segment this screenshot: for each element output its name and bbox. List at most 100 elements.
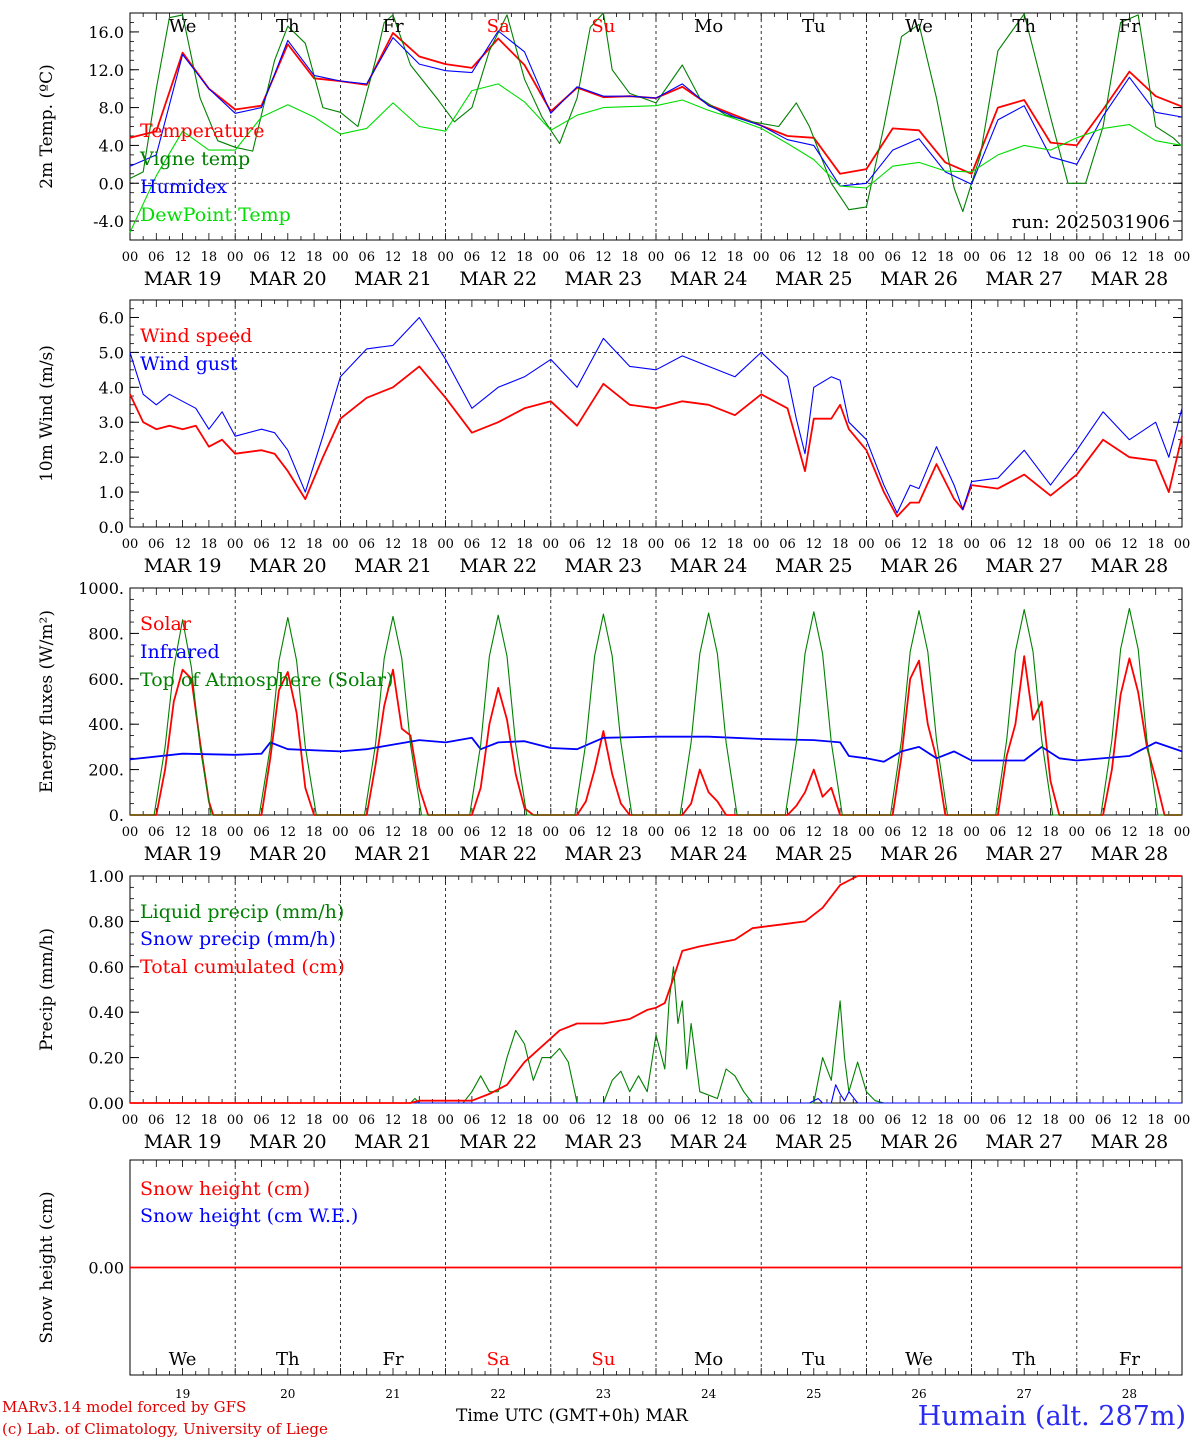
hour-tick-label: 06 <box>358 1113 375 1128</box>
lab-credit: (c) Lab. of Climatology, University of L… <box>2 1420 328 1438</box>
hour-tick-label: 06 <box>674 825 691 840</box>
hour-tick-label: 12 <box>385 825 402 840</box>
series-line <box>129 30 1183 187</box>
weekday-label: Su <box>591 1349 615 1370</box>
hour-tick-label: 18 <box>1147 537 1164 552</box>
hour-tick-label: 06 <box>1095 825 1112 840</box>
hour-tick-label: 18 <box>201 825 218 840</box>
series-line <box>129 83 1183 233</box>
y-axis-label: Precip (mm/h) <box>37 928 57 1051</box>
hour-tick-label: 00 <box>227 537 244 552</box>
hour-tick-label: 18 <box>621 250 638 265</box>
hour-tick-label: 00 <box>437 250 454 265</box>
legend-entry: DewPoint Temp <box>140 204 291 226</box>
hour-tick-label: 00 <box>227 825 244 840</box>
hour-tick-label: 12 <box>595 1113 612 1128</box>
hour-tick-label: 12 <box>490 537 507 552</box>
weekday-label: Mo <box>694 16 723 37</box>
hour-tick-label: 12 <box>1121 825 1138 840</box>
date-label: MAR 21 <box>354 555 432 577</box>
date-label: MAR 25 <box>775 268 853 290</box>
date-label: MAR 25 <box>775 555 853 577</box>
hour-tick-label: 12 <box>280 825 297 840</box>
hour-tick-label: 00 <box>122 250 139 265</box>
y-tick-label: 3.0 <box>99 413 124 432</box>
hour-tick-label: 00 <box>332 537 349 552</box>
date-label: MAR 24 <box>670 555 748 577</box>
hour-tick-label: 00 <box>963 825 980 840</box>
hour-tick-label: 00 <box>122 537 139 552</box>
hour-tick-label: 18 <box>1042 537 1059 552</box>
hour-tick-label: 18 <box>937 825 954 840</box>
hour-tick-label: 18 <box>621 537 638 552</box>
hour-tick-label: 18 <box>832 1113 849 1128</box>
hour-tick-label: 12 <box>1016 250 1033 265</box>
hour-tick-label: 06 <box>779 1113 796 1128</box>
date-label: MAR 20 <box>249 555 327 577</box>
hour-tick-label: 12 <box>385 250 402 265</box>
hour-tick-label: 18 <box>516 1113 533 1128</box>
hour-tick-label: 06 <box>253 250 270 265</box>
hour-tick-label: 18 <box>201 1113 218 1128</box>
hour-tick-label: 00 <box>332 825 349 840</box>
weekday-label: Fr <box>1119 1349 1140 1370</box>
series-line <box>130 607 1182 816</box>
y-tick-label: 8.0 <box>99 99 124 118</box>
date-label: MAR 20 <box>249 1131 327 1153</box>
y-tick-label: 0.0 <box>99 518 124 537</box>
date-label: MAR 22 <box>459 843 537 865</box>
hour-tick-label: 18 <box>1042 1113 1059 1128</box>
y-tick-label: 0.40 <box>88 1003 124 1022</box>
hour-tick-label: 00 <box>227 1113 244 1128</box>
date-label: MAR 27 <box>985 268 1063 290</box>
hour-tick-label: 00 <box>858 250 875 265</box>
hour-tick-label: 00 <box>1174 250 1191 265</box>
hour-tick-label: 06 <box>148 250 165 265</box>
hour-tick-label: 12 <box>1016 537 1033 552</box>
date-label: MAR 21 <box>354 268 432 290</box>
hour-tick-label: 18 <box>727 537 744 552</box>
hour-tick-label: 12 <box>490 825 507 840</box>
date-label: MAR 27 <box>985 843 1063 865</box>
hour-tick-label: 06 <box>464 250 481 265</box>
day-number-label: 24 <box>701 1387 717 1401</box>
hour-tick-label: 00 <box>858 537 875 552</box>
hour-tick-label: 06 <box>569 250 586 265</box>
hour-tick-label: 06 <box>779 537 796 552</box>
time-axis-title: Time UTC (GMT+0h) MAR <box>456 1406 688 1426</box>
hour-tick-label: 12 <box>700 825 717 840</box>
hour-tick-label: 00 <box>753 250 770 265</box>
hour-tick-label: 06 <box>990 250 1007 265</box>
date-label: MAR 26 <box>880 843 958 865</box>
legend-entry: Snow height (cm W.E.) <box>140 1205 358 1227</box>
weekday-label: We <box>905 16 933 37</box>
hour-tick-label: 18 <box>937 1113 954 1128</box>
hour-tick-label: 12 <box>595 250 612 265</box>
hour-tick-label: 18 <box>1042 825 1059 840</box>
hour-tick-label: 12 <box>806 825 823 840</box>
hour-tick-label: 18 <box>937 250 954 265</box>
y-tick-label: 0.20 <box>88 1049 124 1068</box>
hour-tick-label: 12 <box>806 1113 823 1128</box>
series-line <box>129 316 1183 514</box>
hour-tick-label: 18 <box>516 825 533 840</box>
y-tick-label: 0.0 <box>99 174 124 193</box>
weekday-label: Th <box>1012 1349 1036 1370</box>
y-tick-label: 800. <box>88 624 124 643</box>
hour-tick-label: 00 <box>1069 1113 1086 1128</box>
hour-tick-label: 12 <box>490 1113 507 1128</box>
model-credit: MARv3.14 model forced by GFS <box>2 1398 247 1416</box>
y-axis-label: Snow height (cm) <box>37 1191 57 1343</box>
weekday-label: Fr <box>1119 16 1140 37</box>
hour-tick-label: 12 <box>1016 825 1033 840</box>
y-axis-label: 2m Temp. (ºC) <box>37 64 57 189</box>
hour-tick-label: 12 <box>700 250 717 265</box>
y-tick-label: 0.00 <box>88 1094 124 1113</box>
hour-tick-label: 00 <box>648 1113 665 1128</box>
hour-tick-label: 00 <box>1174 1113 1191 1128</box>
hour-tick-label: 18 <box>1147 250 1164 265</box>
legend-entry: Wind gust <box>140 353 238 375</box>
series-line <box>130 875 1182 1104</box>
